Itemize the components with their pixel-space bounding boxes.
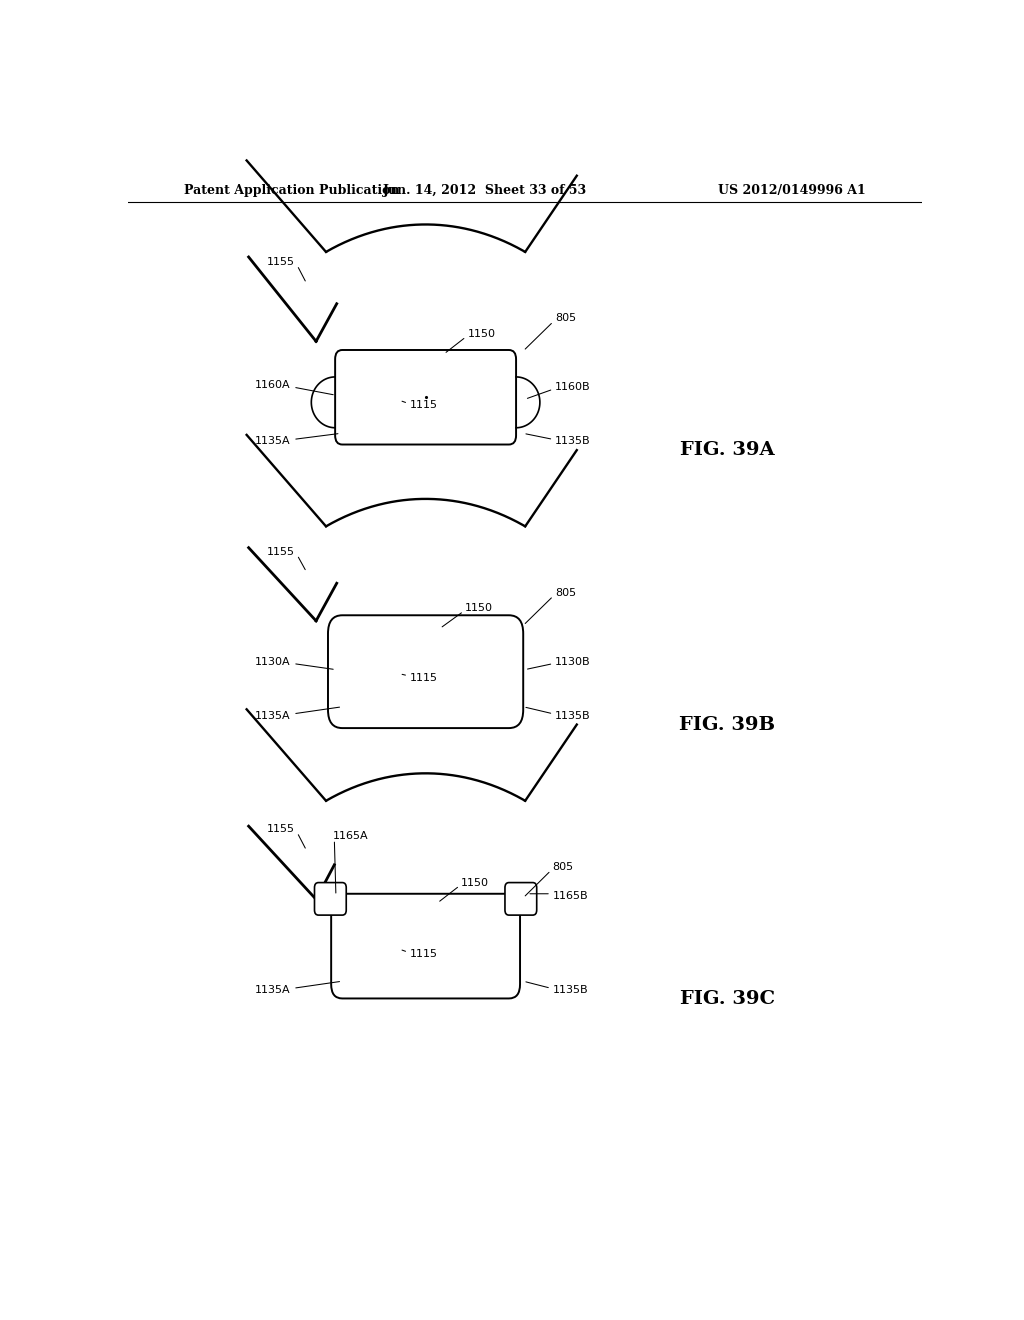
Text: 1135B: 1135B: [555, 711, 591, 721]
Text: FIG. 39C: FIG. 39C: [680, 990, 775, 1008]
Text: FIG. 39B: FIG. 39B: [679, 715, 775, 734]
Text: 1130B: 1130B: [555, 656, 591, 667]
Text: 1135A: 1135A: [255, 985, 291, 995]
Text: 805: 805: [553, 862, 573, 873]
Text: 805: 805: [555, 587, 577, 598]
Text: 1160A: 1160A: [255, 380, 291, 389]
Text: 1135B: 1135B: [553, 985, 588, 995]
Text: FIG. 39A: FIG. 39A: [680, 441, 774, 459]
Text: 1165A: 1165A: [333, 832, 369, 841]
Text: 1115: 1115: [410, 400, 437, 411]
FancyBboxPatch shape: [335, 350, 516, 445]
Text: 1155: 1155: [266, 546, 295, 557]
Text: 1165B: 1165B: [553, 891, 588, 900]
FancyBboxPatch shape: [331, 894, 520, 998]
FancyBboxPatch shape: [314, 883, 346, 915]
Text: 1135A: 1135A: [255, 711, 291, 721]
Text: 1150: 1150: [468, 329, 496, 339]
Text: 805: 805: [555, 313, 577, 323]
Text: 1155: 1155: [266, 257, 295, 267]
Text: 1115: 1115: [410, 673, 437, 682]
Text: 1135B: 1135B: [555, 437, 591, 446]
FancyBboxPatch shape: [505, 883, 537, 915]
Polygon shape: [516, 378, 540, 428]
Text: 1160B: 1160B: [555, 381, 591, 392]
Text: 1155: 1155: [266, 824, 295, 834]
FancyBboxPatch shape: [328, 615, 523, 729]
Text: 1150: 1150: [465, 603, 494, 614]
Text: 1130A: 1130A: [255, 656, 291, 667]
Text: 1115: 1115: [410, 949, 437, 960]
Text: Patent Application Publication: Patent Application Publication: [183, 185, 399, 198]
Text: 1150: 1150: [461, 878, 489, 887]
Text: 1135A: 1135A: [255, 437, 291, 446]
Text: US 2012/0149996 A1: US 2012/0149996 A1: [718, 185, 866, 198]
Polygon shape: [311, 378, 335, 428]
Text: Jun. 14, 2012  Sheet 33 of 53: Jun. 14, 2012 Sheet 33 of 53: [383, 185, 587, 198]
